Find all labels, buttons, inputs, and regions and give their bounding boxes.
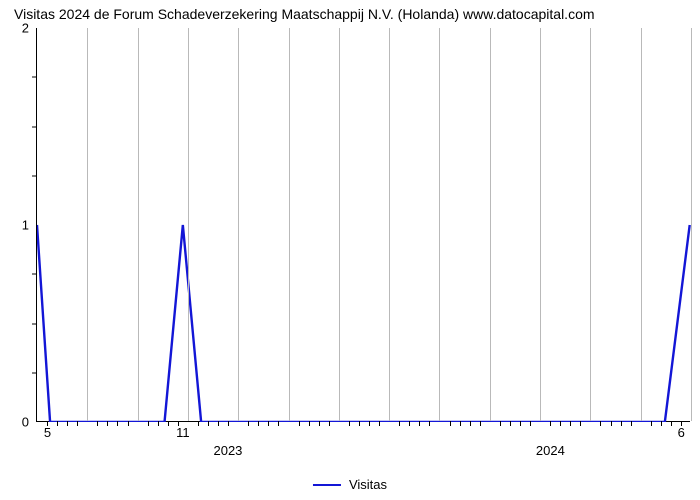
x-minor-tick — [510, 421, 511, 426]
x-minor-tick — [480, 421, 481, 426]
x-minor-tick — [97, 421, 98, 426]
x-minor-tick — [309, 421, 310, 426]
x-minor-tick — [158, 421, 159, 426]
legend: Visitas — [313, 477, 387, 492]
x-minor-tick — [148, 421, 149, 426]
gridline — [641, 28, 642, 421]
x-minor-tick — [128, 421, 129, 426]
x-minor-tick — [359, 421, 360, 426]
x-minor-tick — [580, 421, 581, 426]
gridline — [691, 28, 692, 421]
x-minor-tick — [319, 421, 320, 426]
x-minor-tick — [570, 421, 571, 426]
gridline — [339, 28, 340, 421]
x-minor-tick — [621, 421, 622, 426]
x-minor-tick — [168, 421, 169, 426]
y-tick-label: 1 — [22, 218, 29, 233]
x-minor-tick — [450, 421, 451, 426]
gridline — [188, 28, 189, 421]
x-minor-tick — [369, 421, 370, 426]
x-minor-tick — [460, 421, 461, 426]
gridline — [490, 28, 491, 421]
gridline — [540, 28, 541, 421]
x-minor-tick — [278, 421, 279, 426]
x-minor-tick — [600, 421, 601, 426]
x-tick-label: 5 — [44, 425, 51, 440]
x-minor-tick — [107, 421, 108, 426]
y-minor-tick — [32, 323, 37, 324]
x-minor-tick — [520, 421, 521, 426]
x-minor-tick — [228, 421, 229, 426]
x-minor-tick — [258, 421, 259, 426]
x-minor-tick — [178, 421, 179, 426]
gridline — [87, 28, 88, 421]
y-minor-tick — [32, 372, 37, 373]
y-minor-tick — [32, 77, 37, 78]
x-minor-tick — [560, 421, 561, 426]
line-series — [37, 28, 691, 422]
x-minor-tick — [329, 421, 330, 426]
gridline — [289, 28, 290, 421]
x-minor-tick — [631, 421, 632, 426]
y-tick-label: 2 — [22, 21, 29, 36]
x-minor-tick — [117, 421, 118, 426]
gridline — [389, 28, 390, 421]
x-minor-tick — [379, 421, 380, 426]
x-minor-tick — [409, 421, 410, 426]
legend-line-icon — [313, 484, 341, 486]
x-minor-tick — [67, 421, 68, 426]
y-minor-tick — [32, 126, 37, 127]
x-minor-tick — [77, 421, 78, 426]
chart-title: Visitas 2024 de Forum Schadeverzekering … — [14, 6, 595, 22]
x-minor-tick — [248, 421, 249, 426]
plot-area: 012511620232024 — [36, 28, 690, 422]
x-minor-tick — [671, 421, 672, 426]
x-minor-tick — [208, 421, 209, 426]
x-minor-tick — [681, 421, 682, 426]
x-minor-tick — [500, 421, 501, 426]
gridline — [590, 28, 591, 421]
x-tick-label: 11 — [176, 425, 190, 440]
x-minor-tick — [299, 421, 300, 426]
x-minor-tick — [611, 421, 612, 426]
x-year-label: 2024 — [536, 443, 565, 458]
x-minor-tick — [198, 421, 199, 426]
y-minor-tick — [32, 175, 37, 176]
x-minor-tick — [218, 421, 219, 426]
x-minor-tick — [349, 421, 350, 426]
gridline — [138, 28, 139, 421]
x-year-label: 2023 — [213, 443, 242, 458]
y-minor-tick — [32, 274, 37, 275]
legend-label: Visitas — [349, 477, 387, 492]
gridline — [238, 28, 239, 421]
x-minor-tick — [47, 421, 48, 426]
x-minor-tick — [429, 421, 430, 426]
x-minor-tick — [550, 421, 551, 426]
x-minor-tick — [530, 421, 531, 426]
x-minor-tick — [651, 421, 652, 426]
x-minor-tick — [399, 421, 400, 426]
x-minor-tick — [419, 421, 420, 426]
x-minor-tick — [661, 421, 662, 426]
x-tick-label: 6 — [678, 425, 685, 440]
x-minor-tick — [470, 421, 471, 426]
x-minor-tick — [268, 421, 269, 426]
y-tick-label: 0 — [22, 415, 29, 430]
x-minor-tick — [57, 421, 58, 426]
gridline — [439, 28, 440, 421]
